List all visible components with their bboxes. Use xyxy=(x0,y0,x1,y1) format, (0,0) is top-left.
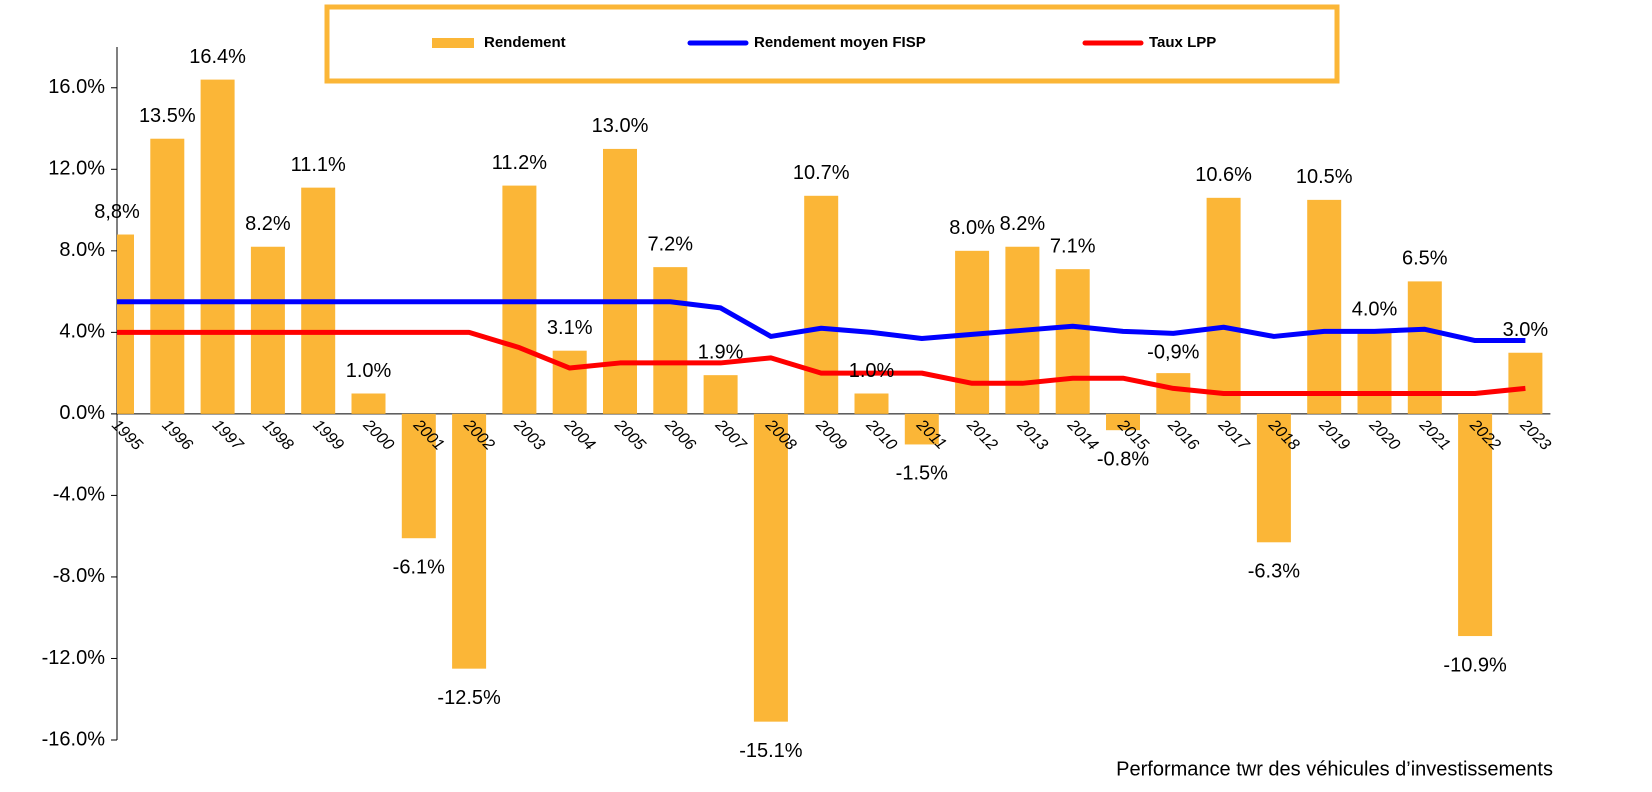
bar xyxy=(904,413,939,445)
value-label: -15.1% xyxy=(739,740,803,762)
x-tick-label: 2004 xyxy=(560,416,598,454)
x-tick-label: 2009 xyxy=(812,416,850,454)
bar xyxy=(804,195,839,414)
legend-swatch xyxy=(432,38,474,48)
y-tick-label: -12.0% xyxy=(42,647,106,669)
value-label: 7.2% xyxy=(648,233,694,255)
y-tick-label: -8.0% xyxy=(53,565,105,587)
value-label: -6.1% xyxy=(393,556,445,578)
x-tick-label: 2000 xyxy=(359,416,397,454)
value-label: 8,8% xyxy=(94,201,140,223)
x-tick-label: 2021 xyxy=(1415,416,1453,454)
y-tick-label: 16.0% xyxy=(48,76,105,98)
value-label: 1.9% xyxy=(698,341,744,363)
value-label: 11.2% xyxy=(492,152,547,174)
bar xyxy=(200,79,235,414)
value-label: -12.5% xyxy=(437,687,501,709)
x-tick-label: 2023 xyxy=(1516,416,1554,454)
value-label: 13.5% xyxy=(139,105,196,127)
bar xyxy=(1156,373,1191,414)
value-label: 8.2% xyxy=(1000,213,1046,235)
x-tick-label: 2017 xyxy=(1214,416,1253,455)
y-tick-label: -16.0% xyxy=(42,728,106,750)
value-label: 3.1% xyxy=(547,317,593,339)
x-tick-label: 2019 xyxy=(1315,416,1353,454)
footnote: Performance twr des véhicules d’investis… xyxy=(1116,758,1553,780)
bar xyxy=(1256,413,1291,543)
x-tick-label: 2005 xyxy=(610,416,648,454)
bar xyxy=(1106,413,1140,431)
value-label: 1.0% xyxy=(346,360,392,382)
x-tick-label: 2007 xyxy=(711,416,750,455)
bar xyxy=(653,267,688,414)
x-tick-label: 2003 xyxy=(510,416,548,454)
value-label: -0.8% xyxy=(1097,448,1149,470)
legend-box xyxy=(324,4,1340,84)
value-label: 10.5% xyxy=(1296,166,1353,188)
annotation: -0,9% xyxy=(1147,341,1199,363)
x-tick-label: 2010 xyxy=(862,416,900,454)
value-label: -6.3% xyxy=(1248,561,1300,583)
value-label: 11.1% xyxy=(291,154,346,176)
value-label: -1.5% xyxy=(896,463,948,485)
bar xyxy=(1508,352,1543,414)
x-tick-label: 1998 xyxy=(259,417,296,454)
x-tick-label: 2012 xyxy=(963,416,1001,454)
bar xyxy=(854,393,889,414)
y-tick-label: 0.0% xyxy=(59,402,105,424)
x-tick-label: 2016 xyxy=(1164,416,1202,454)
x-tick-label: 2006 xyxy=(661,416,699,454)
legend-label: Taux LPP xyxy=(1149,34,1216,51)
bar xyxy=(753,413,788,722)
bar xyxy=(1206,197,1241,414)
y-tick-label: -4.0% xyxy=(53,484,105,506)
x-tick-label: 2013 xyxy=(1013,416,1051,454)
bar xyxy=(351,393,386,414)
bar xyxy=(703,375,738,414)
value-label: 10.7% xyxy=(793,162,850,184)
line-series xyxy=(117,299,1526,344)
bar xyxy=(1055,269,1090,414)
x-tick-label: 1996 xyxy=(158,417,195,454)
y-tick-label: 8.0% xyxy=(59,239,105,261)
bar xyxy=(401,413,436,539)
bar xyxy=(1458,413,1493,637)
value-label: 7.1% xyxy=(1050,235,1096,257)
value-label: 6.5% xyxy=(1402,248,1448,270)
line-series xyxy=(117,329,1526,396)
bar xyxy=(452,413,487,669)
value-label: 3.0% xyxy=(1503,319,1549,341)
value-label: 10.6% xyxy=(1195,164,1252,186)
x-tick-label: 1999 xyxy=(309,417,346,454)
x-tick-label: 2014 xyxy=(1063,416,1101,454)
x-tick-label: 2020 xyxy=(1365,416,1403,454)
value-label: 16.4% xyxy=(189,46,246,68)
legend-label: Rendement xyxy=(484,34,566,51)
value-label: 8.0% xyxy=(949,217,995,239)
y-tick-label: 12.0% xyxy=(48,158,105,180)
x-tick-label: 1995 xyxy=(108,417,145,454)
y-tick-label: 4.0% xyxy=(59,321,105,343)
value-label: 1.0% xyxy=(849,360,895,382)
bar xyxy=(603,148,637,414)
value-label: 8.2% xyxy=(245,213,291,235)
bar xyxy=(1357,332,1392,414)
value-label: 4.0% xyxy=(1352,299,1398,321)
value-label: 13.0% xyxy=(592,115,649,137)
bar xyxy=(1307,199,1342,414)
bar xyxy=(552,350,587,414)
value-label: -10.9% xyxy=(1443,654,1507,676)
x-tick-label: 1997 xyxy=(209,417,247,455)
legend-label: Rendement moyen FISP xyxy=(754,34,926,51)
bar xyxy=(150,138,185,414)
bar xyxy=(117,234,134,414)
